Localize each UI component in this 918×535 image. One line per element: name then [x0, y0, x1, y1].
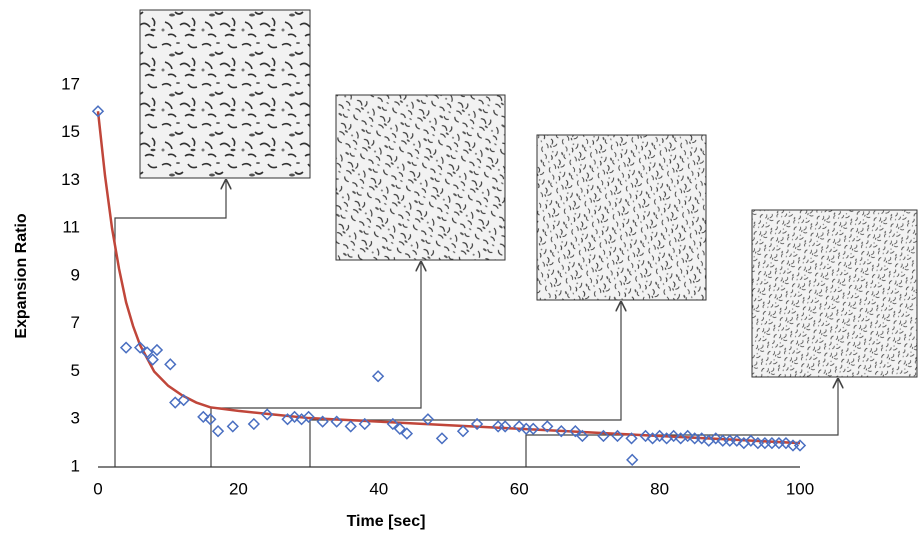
data-point [435, 432, 449, 445]
x-tick-label: 40 [369, 479, 388, 498]
fit-curve [96, 111, 801, 445]
y-tick-label: 5 [71, 361, 80, 380]
data-point [247, 417, 260, 431]
x-tick-label: 80 [650, 479, 669, 498]
data-point [499, 420, 512, 433]
data-point [400, 427, 414, 440]
data-point [597, 429, 610, 443]
x-tick-label: 60 [510, 479, 529, 498]
data-point [786, 439, 800, 452]
data-point [555, 425, 568, 438]
data-point [177, 393, 190, 407]
data-point [140, 346, 154, 359]
data-point [316, 415, 329, 428]
data-point [204, 413, 217, 426]
data-point [358, 417, 371, 431]
data-point [302, 410, 315, 424]
data-point [751, 436, 765, 450]
data-point [330, 415, 343, 428]
data-point [491, 420, 505, 433]
connector [210, 262, 421, 467]
data-point [164, 358, 177, 371]
y-tick-label: 9 [71, 265, 80, 284]
data-point [527, 422, 540, 435]
data-point [344, 420, 357, 433]
x-tick-label: 100 [786, 479, 814, 498]
y-tick-label: 7 [71, 313, 80, 332]
y-tick-label: 13 [61, 170, 80, 189]
x-axis-title: Time [sec] [347, 513, 426, 530]
y-tick-label: 11 [62, 218, 80, 237]
data-point [393, 422, 407, 435]
micrograph [335, 94, 506, 261]
data-point [421, 413, 435, 426]
data-point [793, 439, 807, 452]
y-tick-label: 1 [71, 456, 80, 475]
connector [309, 302, 621, 467]
data-point [765, 436, 779, 450]
data-point [146, 353, 159, 366]
data-point [688, 432, 701, 445]
data-point [133, 341, 147, 354]
data-point [569, 425, 582, 438]
data-point [91, 105, 105, 118]
micrograph [536, 134, 707, 301]
data-point [456, 425, 470, 438]
y-axis-title: Expansion Ratio [13, 213, 30, 339]
y-tick-label: 3 [71, 409, 80, 428]
connector [525, 379, 838, 467]
data-point [716, 434, 729, 447]
data-point [723, 434, 736, 447]
data-point [611, 429, 624, 443]
data-point [261, 408, 274, 421]
data-point [541, 420, 554, 433]
data-point [626, 453, 639, 466]
y-tick-label: 17 [61, 74, 80, 93]
insets [139, 9, 918, 378]
data-point [119, 341, 133, 354]
data-point [625, 432, 638, 445]
data-point [150, 343, 164, 357]
data-point [758, 436, 772, 450]
data-point [772, 436, 786, 450]
data-point [576, 429, 589, 443]
data-point [226, 420, 239, 433]
data-point [211, 425, 225, 438]
data-point [386, 417, 399, 431]
data-point [470, 417, 484, 431]
micrograph [751, 209, 918, 378]
data-point [371, 370, 385, 383]
connector [114, 180, 226, 467]
x-tick-label: 20 [229, 479, 248, 498]
micrograph [139, 9, 311, 179]
x-tick-label: 0 [93, 479, 102, 498]
y-tick-label: 15 [61, 122, 80, 141]
data-point [520, 422, 533, 435]
